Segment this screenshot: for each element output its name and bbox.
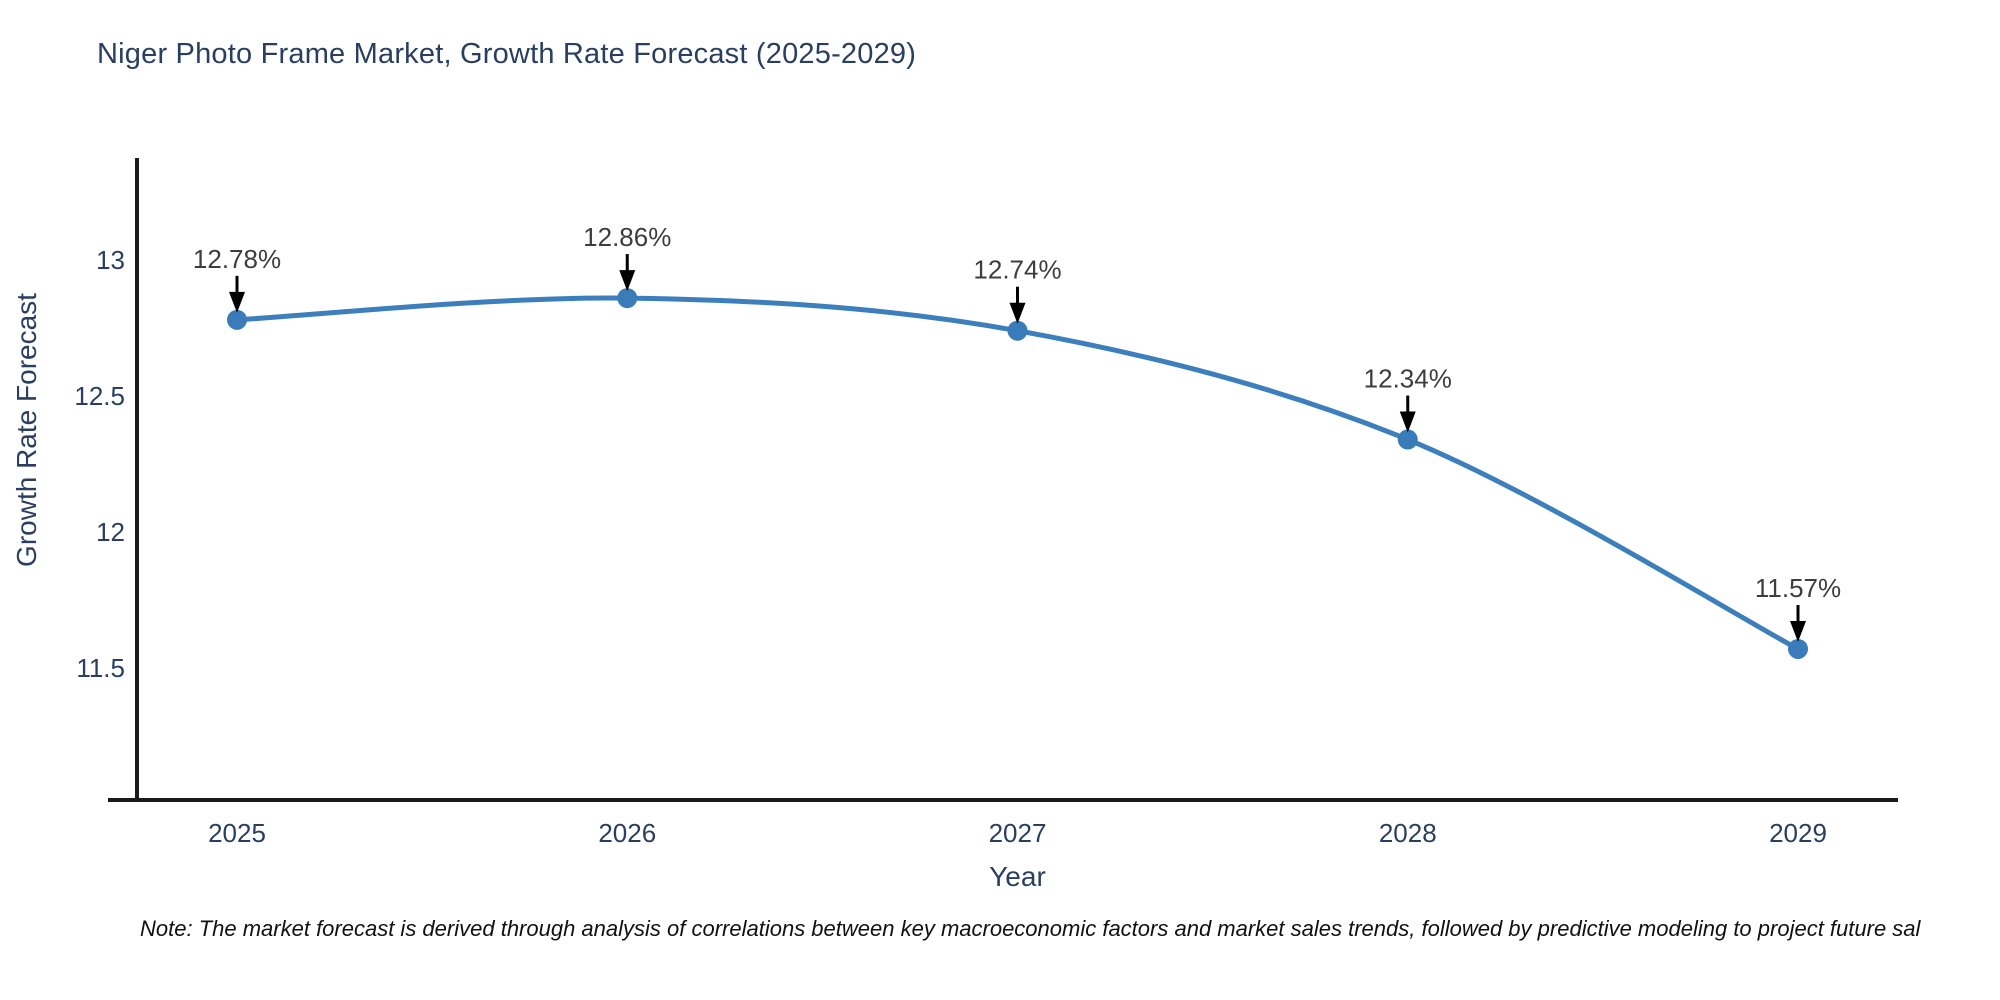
point-annotation: 11.57% [1755,573,1841,603]
trend-line [234,295,1801,652]
y-tick-label: 11.5 [76,653,125,683]
x-tick-label: 2025 [208,818,266,848]
x-tick-label: 2029 [1769,818,1827,848]
chart-title: Niger Photo Frame Market, Growth Rate Fo… [97,38,917,70]
x-tick-label: 2028 [1379,818,1437,848]
y-tick-label: 12.5 [74,381,125,411]
data-point [227,309,247,330]
data-point [1397,429,1418,450]
annotation-arrowhead [229,291,245,313]
point-annotation: 12.78% [193,244,281,274]
x-axis-title: Year [989,861,1046,892]
data-point [617,288,638,309]
annotation-arrowhead [1009,302,1026,324]
data-point [1007,320,1028,341]
y-tick-label: 12 [96,517,125,547]
y-axis-title: Growth Rate Forecast [11,293,42,567]
annotation-arrowhead [1399,411,1416,433]
point-annotation: 12.74% [973,255,1061,285]
footnote: Note: The market forecast is derived thr… [140,916,1921,941]
annotation-arrowhead [619,270,636,292]
data-point [1788,638,1808,659]
point-annotation: 12.34% [1364,364,1452,394]
x-tick-label: 2027 [989,818,1047,848]
point-annotation: 12.86% [583,222,671,252]
annotation-arrowhead [1790,620,1806,642]
y-tick-label: 13 [96,245,125,275]
growth-rate-line-chart: 13 12.5 12 11.5 2025 2026 2027 2028 2029 Growth R… [11,158,1898,892]
x-tick-label: 2026 [598,818,656,848]
